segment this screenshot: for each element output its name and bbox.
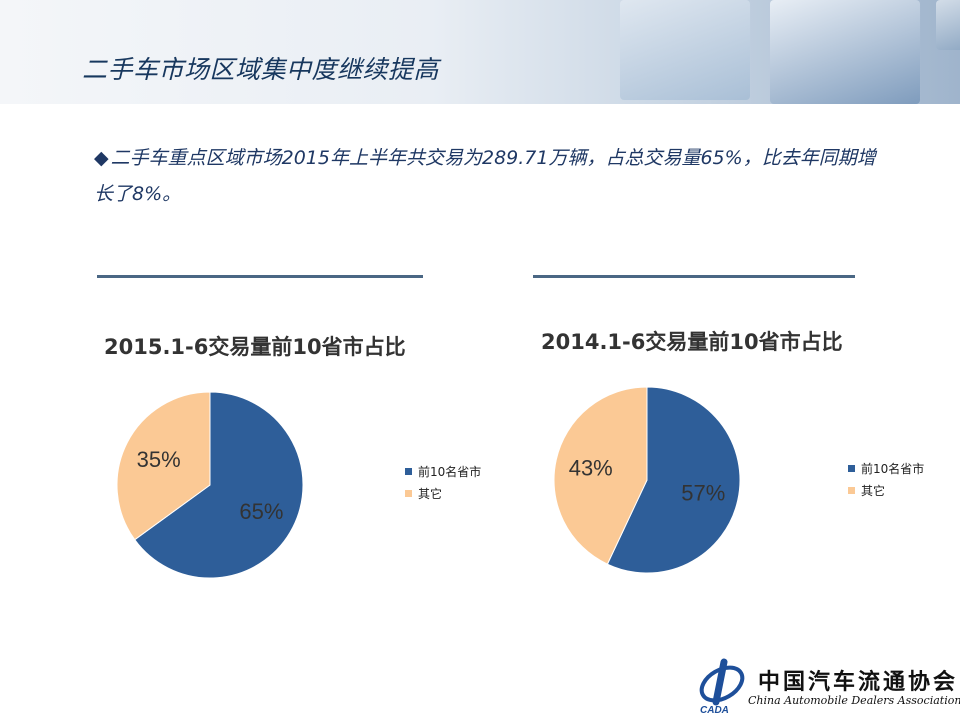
chart-1-title: 2015.1-6交易量前10省市占比 bbox=[104, 335, 406, 359]
pie-slice-top10 bbox=[134, 391, 304, 579]
legend-swatch-top10 bbox=[405, 467, 412, 475]
logo-chinese-name: 中国汽车流通协会 bbox=[758, 669, 959, 695]
cube-image-1 bbox=[620, 0, 750, 100]
legend-item-top10: 前10名省市 bbox=[848, 457, 924, 479]
bullet-paragraph: ◆ 二手车重点区域市场2015年上半年共交易为289.71万辆，占总交易量65%，… bbox=[94, 140, 894, 212]
legend-item-other: 其它 bbox=[405, 482, 481, 504]
legend-swatch-top10 bbox=[848, 464, 855, 472]
chart-2-title: 2014.1-6交易量前10省市占比 bbox=[541, 330, 843, 354]
chart-2-pie: 57% 43% bbox=[553, 386, 741, 574]
chart-2-legend: 前10名省市 其它 bbox=[848, 457, 924, 501]
diamond-bullet-icon: ◆ bbox=[94, 147, 109, 169]
pie-slice-other bbox=[116, 391, 211, 541]
legend-swatch-other bbox=[848, 486, 855, 494]
cube-image-2 bbox=[770, 0, 920, 104]
legend-item-other: 其它 bbox=[848, 479, 924, 501]
header-banner: 二手车市场区域集中度继续提高 bbox=[0, 0, 960, 104]
slide-title: 二手车市场区域集中度继续提高 bbox=[82, 55, 440, 84]
legend-label-other: 其它 bbox=[418, 486, 443, 501]
legend-label-top10: 前10名省市 bbox=[418, 464, 482, 479]
logo-english-name: China Automobile Dealers Association bbox=[748, 694, 960, 707]
cada-logo: CADA 中国汽车流通协会 China Automobile Dealers A… bbox=[694, 656, 960, 716]
pie-slice-other bbox=[553, 386, 648, 565]
legend-swatch-other bbox=[405, 489, 412, 497]
pie-slice-top10 bbox=[606, 386, 741, 574]
pie-label-other: 35% bbox=[137, 447, 181, 472]
pie-label-top10: 65% bbox=[239, 499, 283, 524]
logo-mark-text: CADA bbox=[700, 705, 729, 716]
chart-1-legend: 前10名省市 其它 bbox=[405, 460, 481, 504]
cube-image-3 bbox=[936, 0, 960, 50]
divider-left bbox=[97, 275, 423, 278]
bullet-text: 二手车重点区域市场2015年上半年共交易为289.71万辆，占总交易量65%，比… bbox=[94, 147, 876, 205]
legend-item-top10: 前10名省市 bbox=[405, 460, 481, 482]
pie-label-top10: 57% bbox=[681, 481, 725, 506]
legend-label-top10: 前10名省市 bbox=[861, 461, 925, 476]
pie-label-other: 43% bbox=[569, 455, 613, 480]
legend-label-other: 其它 bbox=[861, 483, 886, 498]
divider-right bbox=[533, 275, 855, 278]
chart-1-pie: 65% 35% bbox=[116, 391, 304, 579]
cada-logo-mark-icon: CADA bbox=[699, 658, 745, 716]
